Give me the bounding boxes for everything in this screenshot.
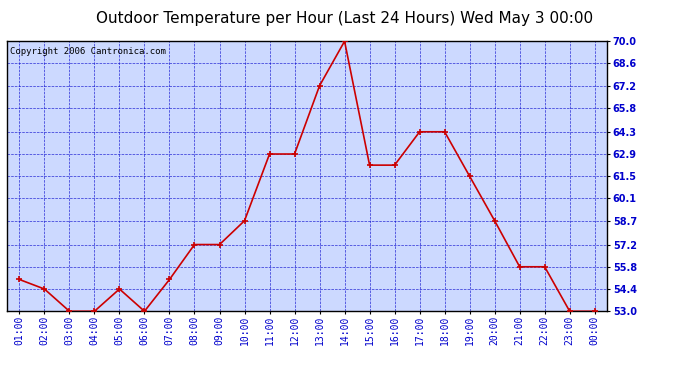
- Text: Copyright 2006 Cantronica.com: Copyright 2006 Cantronica.com: [10, 46, 166, 56]
- Text: Outdoor Temperature per Hour (Last 24 Hours) Wed May 3 00:00: Outdoor Temperature per Hour (Last 24 Ho…: [97, 11, 593, 26]
